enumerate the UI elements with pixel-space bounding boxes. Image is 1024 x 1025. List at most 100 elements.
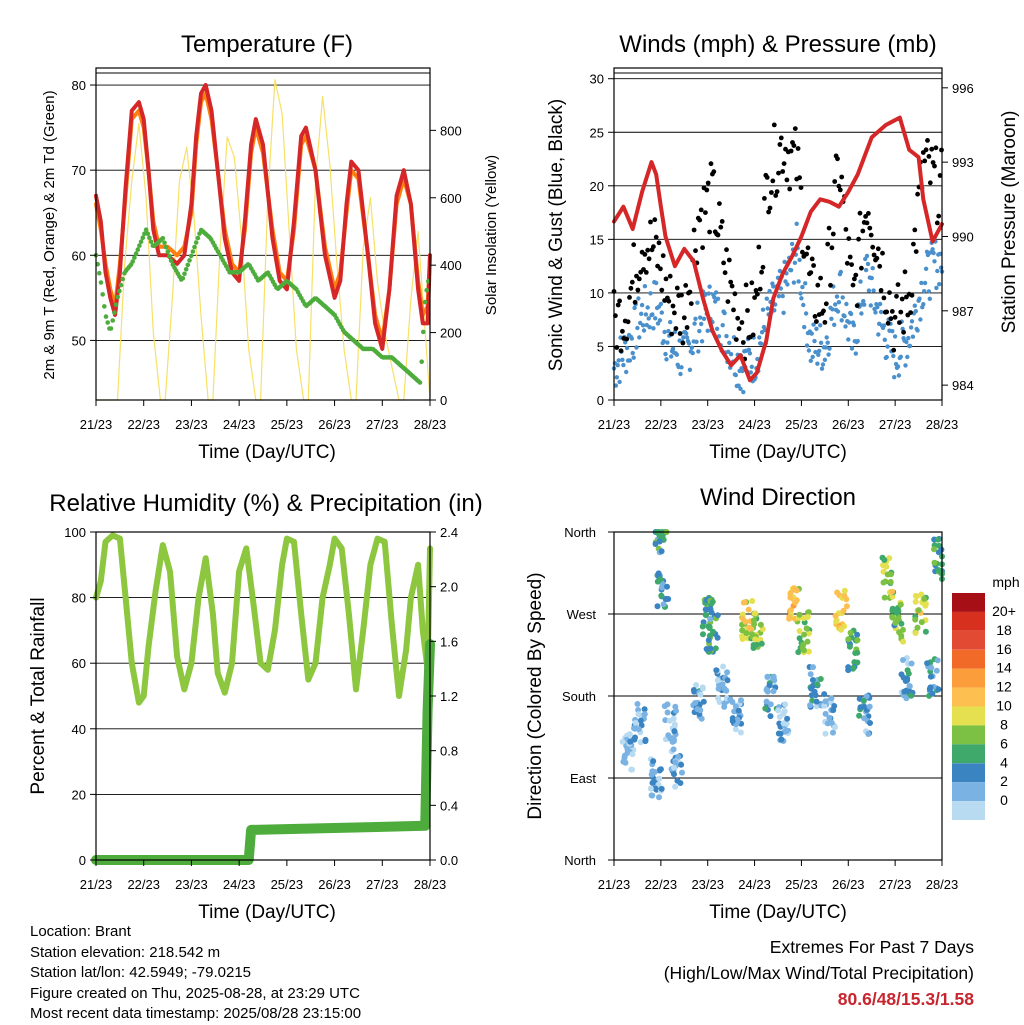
wind-speed-point — [653, 316, 658, 321]
wind-direction-point — [721, 703, 728, 710]
wind-direction-point — [846, 643, 853, 650]
wind-speed-point — [758, 341, 764, 346]
wind-speed-point — [655, 321, 661, 326]
colorbar-box — [952, 611, 985, 631]
wind-gust-point — [788, 148, 794, 154]
wind-speed-point — [838, 269, 843, 275]
wind-gust-point — [760, 264, 766, 270]
wind-direction-point — [746, 624, 753, 631]
x-tick-label: 28/23 — [414, 417, 447, 432]
wind-direction-point — [741, 599, 748, 606]
wind-gust-point — [818, 275, 823, 281]
wind-direction-x-ticks: 21/23 22/23 23/23 24/23 25/23 26/23 27/23 28/23 — [598, 860, 958, 892]
colorbar-boxes — [952, 593, 985, 820]
dewpoint-point — [147, 235, 152, 240]
wind-speed-point — [915, 328, 920, 333]
wind-gust-point — [749, 280, 755, 286]
wind-direction-point — [698, 715, 705, 722]
wind-speed-point — [661, 339, 666, 344]
station-pressure-line — [612, 115, 944, 383]
y-tick-label: 80 — [72, 78, 86, 93]
wind-direction-point — [714, 612, 721, 619]
wind-gust-point — [700, 245, 705, 251]
wind-direction-point — [795, 649, 802, 656]
wind-direction-point — [648, 771, 655, 778]
wind-speed-point — [617, 379, 622, 385]
dewpoint-point — [118, 282, 124, 288]
wind-speed-point — [695, 300, 700, 305]
wind-direction-point — [703, 646, 710, 652]
wind-gust-point — [672, 310, 677, 316]
wind-gust-point — [781, 161, 787, 167]
wind-speed-point — [640, 323, 646, 328]
wind-speed-point — [859, 311, 864, 316]
dewpoint-point — [183, 267, 189, 272]
wind-direction-point — [854, 649, 861, 656]
wind-speed-point — [636, 296, 641, 301]
wind-speed-point — [666, 328, 671, 334]
wind-gust-point — [844, 260, 850, 266]
wind-gust-point — [849, 262, 854, 267]
wind-direction-point — [893, 609, 900, 616]
temperature-title: Temperature (F) — [181, 31, 353, 58]
wind-gust-point — [750, 332, 756, 338]
winds-x-ticks: 21/23 22/23 23/23 24/23 25/23 26/23 27/23 28/23 — [598, 400, 958, 432]
wind-direction-point — [758, 640, 765, 647]
wind-direction-point — [787, 594, 794, 601]
wind-direction-point — [652, 785, 659, 792]
wind-gust-point — [721, 260, 726, 266]
wind-speed-point — [808, 358, 813, 363]
wind-speed-point — [616, 358, 621, 363]
wind-gust-point — [620, 328, 625, 334]
wind-speed-point — [715, 296, 721, 301]
colorbar-label: 14 — [996, 660, 1012, 676]
wind-gust-point — [887, 290, 892, 295]
wind-speed-point — [842, 314, 847, 319]
wind-speed-point — [746, 347, 752, 352]
y-tick-label: 987 — [952, 304, 974, 319]
x-tick-label: 27/23 — [366, 877, 399, 892]
wind-direction-point — [902, 678, 909, 684]
wind-direction-point — [699, 623, 706, 630]
x-tick-label: 24/23 — [223, 877, 256, 892]
wind-direction-point — [720, 663, 727, 670]
wind-gust-point — [828, 282, 833, 288]
wind-speed-point — [935, 268, 940, 274]
wind-speed-point — [693, 316, 698, 321]
y-tick-label: 0 — [597, 393, 604, 408]
wind-direction-point — [752, 636, 759, 643]
wind-gust-point — [743, 282, 749, 288]
wind-direction-point — [887, 578, 894, 585]
wind-gust-point — [698, 207, 704, 213]
wind-gust-point — [925, 138, 930, 143]
wind-speed-point — [866, 288, 872, 293]
wind-gust-point — [617, 298, 622, 304]
humidity-y2-ticks: 0.0 0.4 0.8 1.2 1.6 2.0 2.4 — [430, 525, 458, 868]
x-tick-label: 24/23 — [223, 417, 256, 432]
wind-speed-point — [797, 257, 802, 263]
wind-speed-point — [614, 375, 619, 380]
wind-speed-point — [789, 241, 795, 247]
wind-speed-point — [654, 280, 659, 286]
wind-gust-point — [645, 247, 651, 253]
wind-gust-point — [856, 236, 861, 242]
dewpoint-point — [163, 244, 169, 250]
wind-gust-point — [757, 286, 763, 292]
wind-direction-point — [697, 691, 704, 698]
wind-speed-point — [727, 340, 732, 345]
wind-speed-point — [892, 334, 898, 339]
wind-gust-point — [898, 309, 904, 315]
wind-speed-point — [907, 343, 913, 349]
wind-direction-point — [843, 603, 850, 610]
temperature-plot-frame — [95, 67, 431, 401]
temperature-x-label: Time (Day/UTC) — [198, 442, 336, 463]
wind-speed-point — [913, 309, 918, 314]
dewpoint-point — [112, 310, 117, 315]
wind-direction-point — [635, 707, 642, 713]
dewpoint-point — [137, 243, 142, 248]
wind-speed-point — [738, 386, 743, 391]
y-tick-label: 25 — [590, 125, 604, 140]
wind-gust-point — [780, 169, 786, 174]
wind-direction-point — [767, 713, 774, 720]
wind-gust-point — [666, 298, 672, 304]
